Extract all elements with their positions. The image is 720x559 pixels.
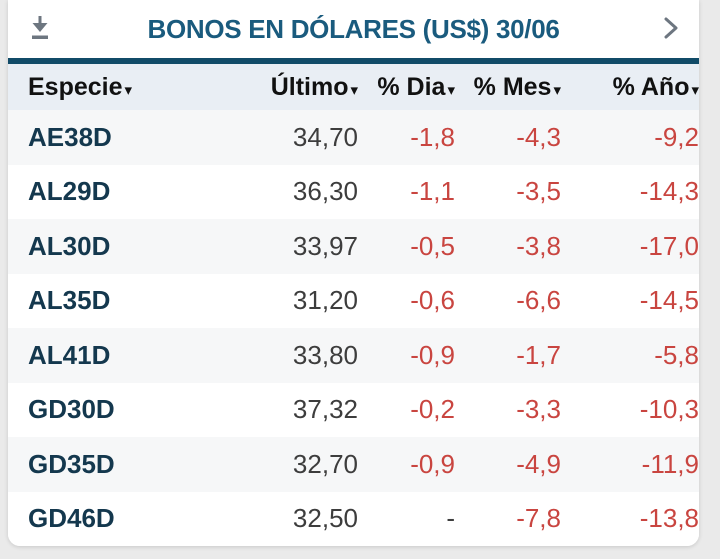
year-change-cell: -14,3 [639, 176, 699, 207]
last-price-cell: 32,50 [292, 503, 358, 534]
column-header-mes[interactable]: % Mes ▾ [455, 64, 561, 110]
last-price-cell: 33,97 [292, 230, 358, 261]
month-change-cell: -4,9 [516, 448, 561, 479]
day-change-cell: -0,9 [410, 448, 455, 479]
year-change-cell: -14,5 [639, 285, 699, 316]
bond-quotes-card: BONOS EN DÓLARES (US$) 30/06 Especie ▾ Úl… [8, 0, 699, 546]
download-icon [28, 13, 52, 46]
month-change-cell: -6,6 [516, 285, 561, 316]
ticker-cell[interactable]: AE38D [28, 121, 112, 152]
year-change-cell: -13,8 [639, 503, 699, 534]
day-change-cell: - [446, 503, 455, 534]
title-divider-bar [8, 58, 699, 64]
year-change-cell: -9,2 [654, 121, 699, 152]
day-change-cell: -0,9 [410, 339, 455, 370]
ticker-cell[interactable]: GD30D [28, 394, 115, 425]
table-row[interactable]: AL30D 33,97 -0,5 -3,8 -17,0 [8, 219, 699, 274]
last-price-cell: 33,80 [292, 339, 358, 370]
month-change-cell: -3,8 [516, 230, 561, 261]
column-label: Especie [28, 72, 123, 101]
ticker-cell[interactable]: GD46D [28, 503, 115, 534]
last-price-cell: 34,70 [292, 121, 358, 152]
month-change-cell: -4,3 [516, 121, 561, 152]
year-change-cell: -17,0 [639, 230, 699, 261]
ticker-cell[interactable]: AL35D [28, 285, 111, 316]
chevron-right-icon [662, 13, 680, 46]
card-title-bar: BONOS EN DÓLARES (US$) 30/06 [8, 0, 699, 58]
download-button[interactable] [16, 0, 64, 58]
table-row[interactable]: AL29D 36,30 -1,1 -3,5 -14,3 [8, 164, 699, 219]
last-price-cell: 32,70 [292, 448, 358, 479]
column-header-especie[interactable]: Especie ▾ [8, 64, 188, 110]
month-change-cell: -3,3 [516, 394, 561, 425]
table-row[interactable]: GD46D 32,50 - -7,8 -13,8 [8, 491, 699, 546]
ticker-cell[interactable]: AL41D [28, 339, 111, 370]
column-header-ano[interactable]: % Año ▾ [561, 64, 699, 110]
ticker-cell[interactable]: GD35D [28, 448, 115, 479]
day-change-cell: -0,6 [410, 285, 455, 316]
month-change-cell: -1,7 [516, 339, 561, 370]
last-price-cell: 31,20 [292, 285, 358, 316]
sort-down-icon: ▾ [124, 82, 133, 99]
column-label: % Mes [473, 72, 552, 101]
column-label: Último [270, 72, 349, 101]
sort-down-icon: ▾ [350, 82, 358, 99]
year-change-cell: -5,8 [654, 339, 699, 370]
day-change-cell: -0,5 [410, 230, 455, 261]
last-price-cell: 37,32 [292, 394, 358, 425]
sort-down-icon: ▾ [447, 82, 455, 99]
year-change-cell: -10,3 [639, 394, 699, 425]
month-change-cell: -7,8 [516, 503, 561, 534]
ticker-cell[interactable]: AL30D [28, 230, 111, 261]
last-price-cell: 36,30 [292, 176, 358, 207]
table-header-row: Especie ▾ Último ▾ % Dia ▾ % Mes ▾ % Año ▾ [8, 64, 699, 110]
day-change-cell: -0,2 [410, 394, 455, 425]
next-panel-button[interactable] [647, 0, 695, 58]
month-change-cell: -3,5 [516, 176, 561, 207]
table-row[interactable]: AL41D 33,80 -0,9 -1,7 -5,8 [8, 328, 699, 383]
table-row[interactable]: GD30D 37,32 -0,2 -3,3 -10,3 [8, 382, 699, 437]
column-header-ultimo[interactable]: Último ▾ [188, 64, 358, 110]
day-change-cell: -1,8 [410, 121, 455, 152]
column-label: % Año [612, 72, 690, 101]
sort-down-icon: ▾ [691, 82, 699, 99]
year-change-cell: -11,9 [641, 448, 699, 479]
column-label: % Dia [377, 72, 446, 101]
table-row[interactable]: GD35D 32,70 -0,9 -4,9 -11,9 [8, 437, 699, 492]
table-row[interactable]: AE38D 34,70 -1,8 -4,3 -9,2 [8, 110, 699, 165]
bond-table: Especie ▾ Último ▾ % Dia ▾ % Mes ▾ % Año ▾ AE… [8, 64, 699, 546]
sort-down-icon: ▾ [553, 82, 561, 99]
card-title: BONOS EN DÓLARES (US$) 30/06 [147, 13, 560, 44]
ticker-cell[interactable]: AL29D [28, 176, 111, 207]
day-change-cell: -1,1 [410, 176, 455, 207]
table-body: AE38D 34,70 -1,8 -4,3 -9,2 AL29D 36,30 -… [8, 110, 699, 546]
table-row[interactable]: AL35D 31,20 -0,6 -6,6 -14,5 [8, 273, 699, 328]
column-header-dia[interactable]: % Dia ▾ [358, 64, 455, 110]
